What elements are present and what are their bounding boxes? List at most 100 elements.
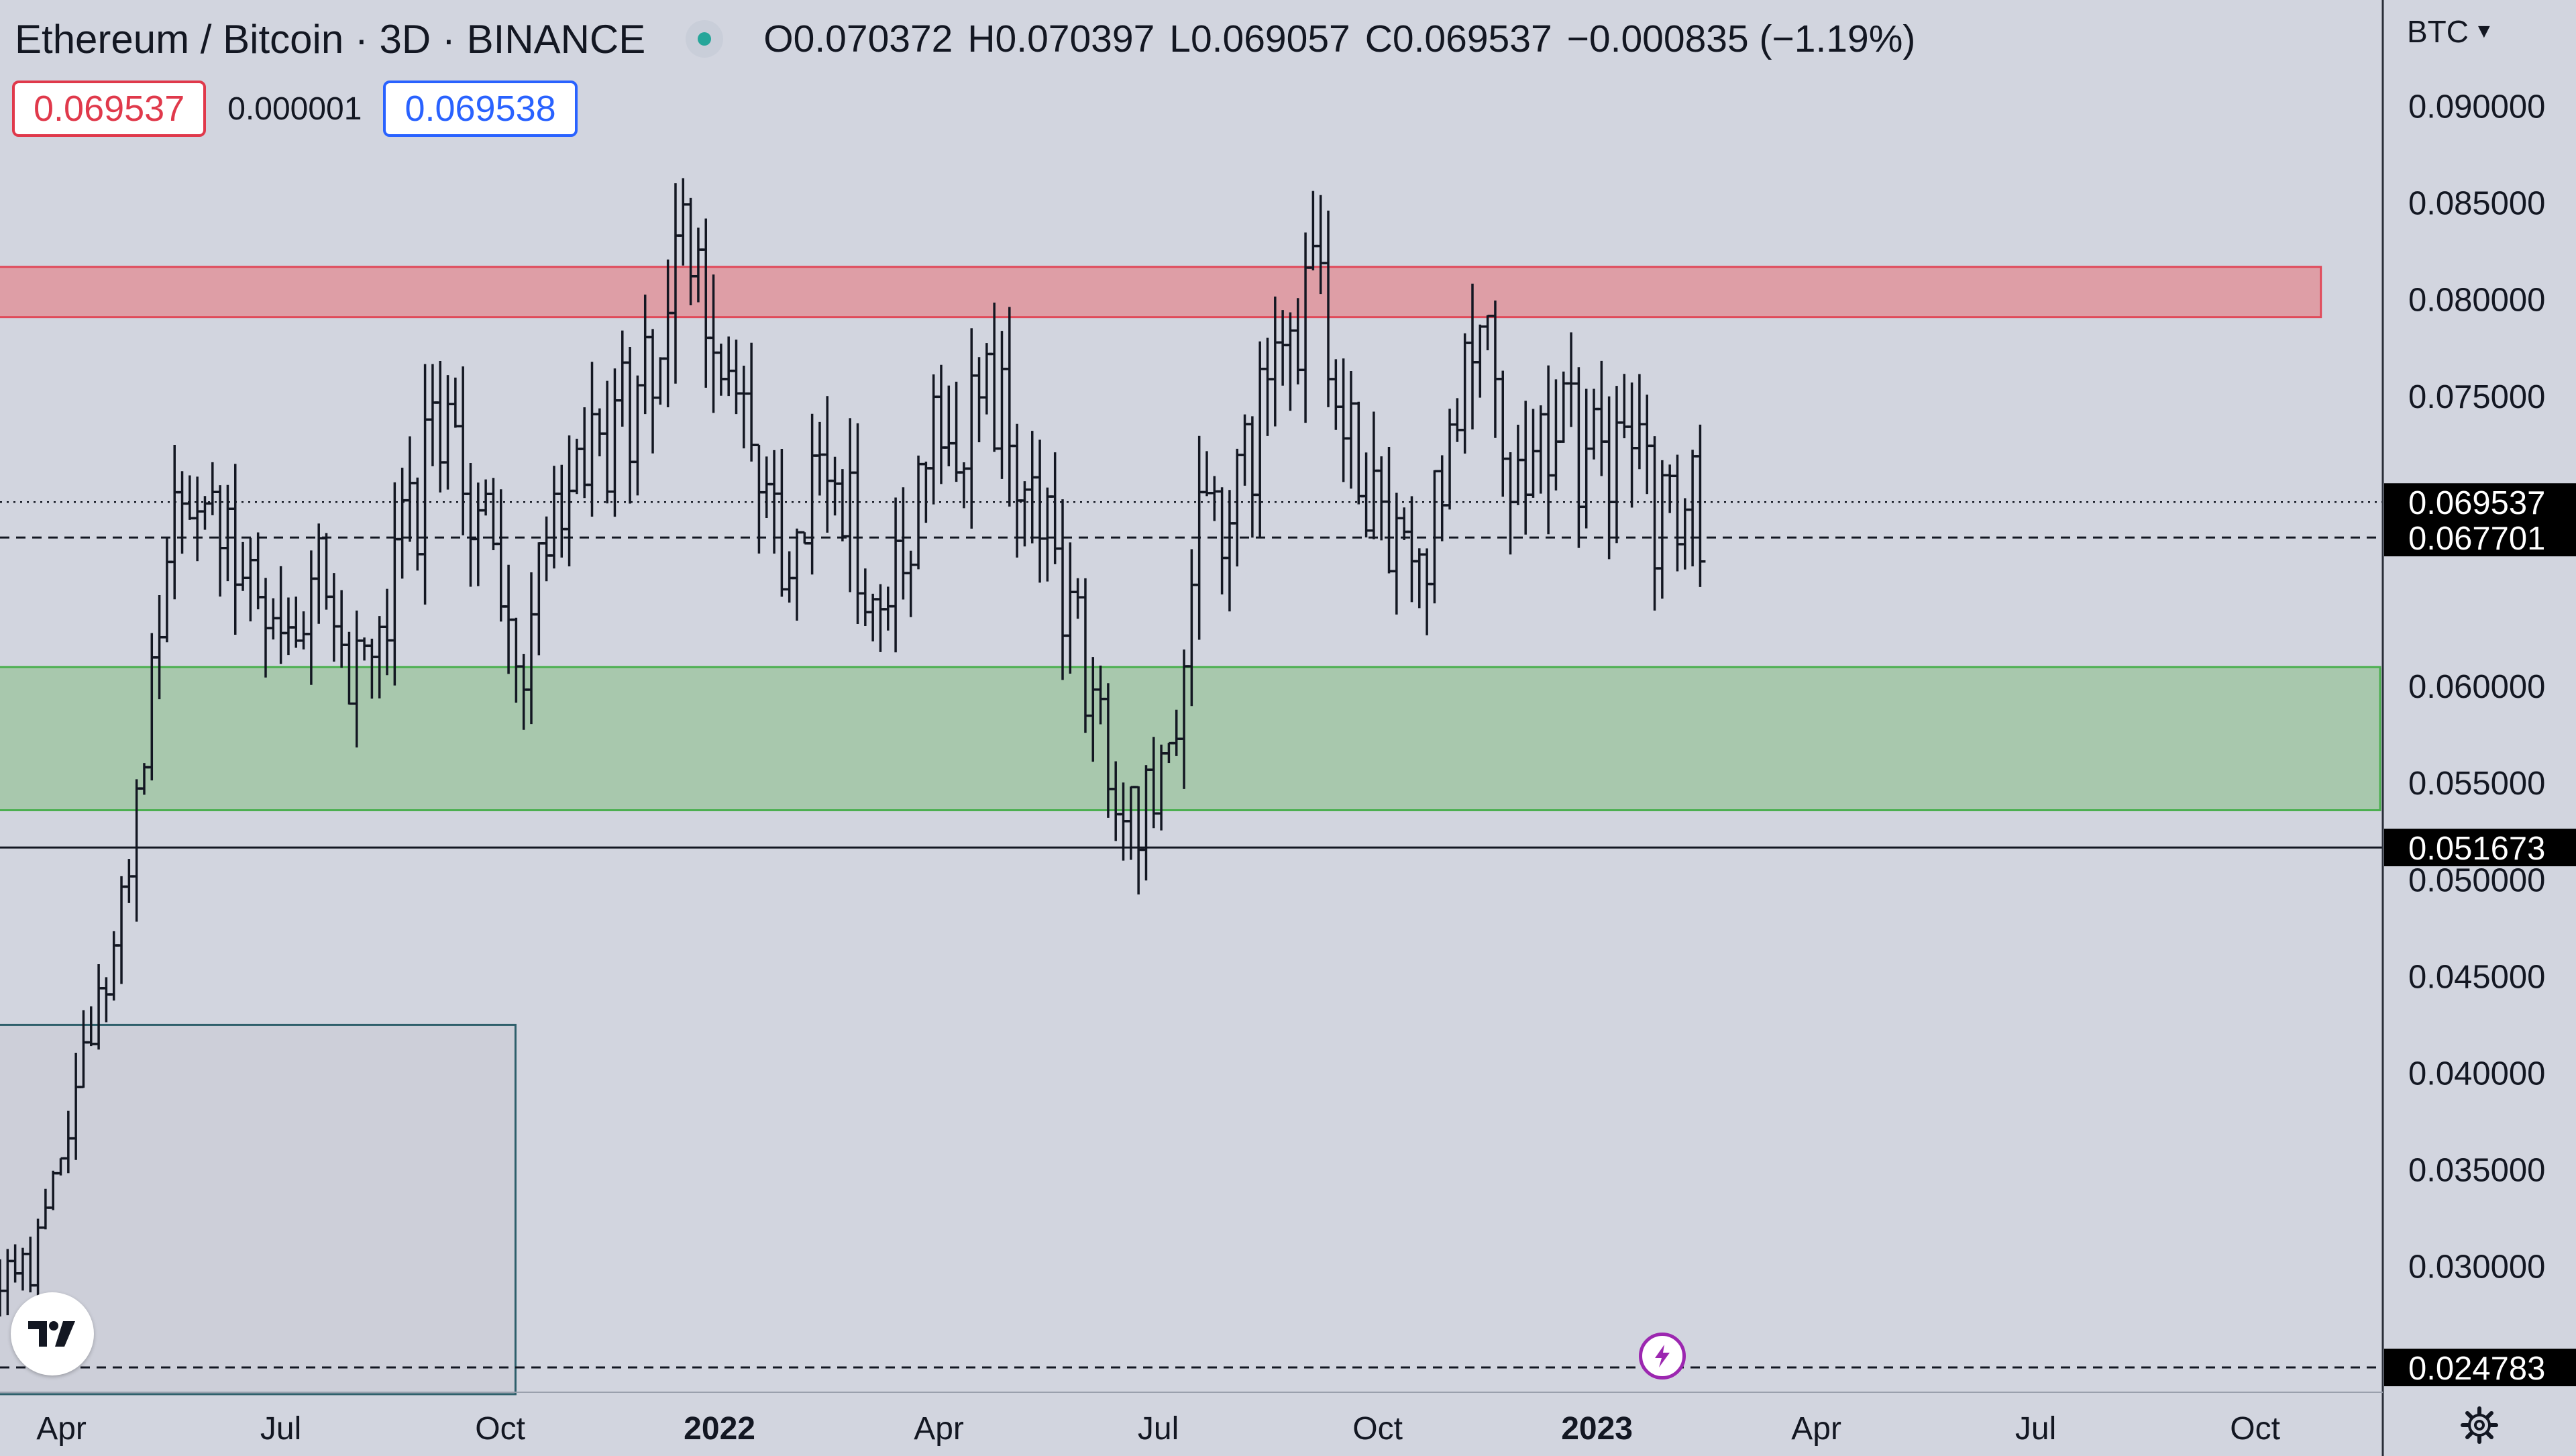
currency-label: BTC (2407, 14, 2469, 49)
ohlc-bar (161, 538, 172, 643)
ohlc-bar (1201, 451, 1212, 497)
ohlc-bar (321, 533, 332, 610)
ohlc-bar (1026, 431, 1038, 543)
ohlc-bar (1065, 542, 1076, 674)
x-tick-label: Oct (1352, 1411, 1403, 1447)
x-tick-label: Apr (1791, 1411, 1841, 1447)
currency-dropdown[interactable]: BTC ▼ (2407, 13, 2494, 50)
ohlc-bar (1695, 424, 1706, 587)
ohlc-bar (776, 449, 788, 597)
ohlc-change: −0.000835 (−1.19%) (1566, 17, 1916, 60)
ohlc-bar (837, 469, 848, 541)
ohlc-bar (890, 497, 902, 653)
ohlc-low: L0.069057 (1169, 17, 1350, 60)
ohlc-bar (609, 368, 621, 517)
ohlc-bar (1512, 425, 1523, 505)
ohlc-bar (1482, 315, 1493, 351)
ohlc-bar (199, 496, 211, 530)
ohlc-bar (169, 445, 180, 600)
ohlc-bar (1360, 452, 1372, 537)
ohlc-bar (1049, 452, 1061, 564)
ohlc-bar (1034, 439, 1046, 583)
symbol-legend: Ethereum / Bitcoin · 3D · BINANCE O0.070… (15, 12, 1930, 66)
ohlc-bar (245, 537, 256, 622)
ohlc-bar (427, 364, 438, 466)
ohlc-bar (435, 360, 446, 492)
ohlc-bar (723, 336, 735, 397)
ohlc-bar (1391, 492, 1402, 615)
ohlc-bar (1505, 452, 1516, 555)
ohlc-bar (472, 482, 484, 586)
ohlc-bar (647, 329, 659, 454)
ohlc-bar (905, 550, 916, 617)
x-tick-label: Jul (1138, 1411, 1179, 1447)
ohlc-bar (116, 876, 127, 984)
ohlc-bar (829, 456, 841, 516)
tradingview-logo-icon[interactable] (11, 1292, 94, 1375)
y-tick-label: 0.055000 (2408, 766, 2545, 802)
y-tick-label: 0.035000 (2408, 1153, 2545, 1189)
ohlc-bar (1436, 455, 1448, 541)
ohlc-bar (594, 408, 605, 457)
ohlc-bar (533, 542, 545, 656)
price-tag-label: 0.024783 (2408, 1351, 2545, 1387)
levels-layer (0, 501, 2383, 1369)
ohlc-bar (207, 462, 218, 515)
ohlc-bar (1421, 548, 1433, 635)
trade-row: 0.069537 0.000001 0.069538 (12, 79, 578, 139)
y-tick-label: 0.080000 (2408, 282, 2545, 319)
ohlc-bar (989, 302, 1000, 452)
buy-button[interactable]: 0.069538 (383, 81, 578, 137)
ohlc-bar (859, 568, 871, 627)
ohlc-bar (806, 413, 818, 575)
ohlc-bar (1232, 448, 1243, 567)
ohlc-bar (184, 475, 195, 520)
ohlc-bar (1459, 333, 1470, 454)
ohlc-close: C0.069537 (1364, 17, 1552, 60)
ohlc-bar (541, 516, 552, 582)
ohlc-bar (1566, 332, 1577, 427)
ohlc-bar (1520, 401, 1532, 535)
zones-layer (0, 266, 2381, 1396)
ohlc-bar (275, 566, 286, 664)
ohlc-bar (951, 381, 962, 482)
zone-support[interactable] (0, 666, 2381, 812)
sell-button[interactable]: 0.069537 (12, 81, 207, 137)
y-tick-label: 0.075000 (2408, 379, 2545, 415)
ohlc-bar (1368, 411, 1379, 539)
gear-icon[interactable] (2459, 1405, 2500, 1445)
ohlc-bar (1543, 365, 1554, 535)
ohlc-bar (1216, 487, 1228, 594)
ohlc-bar (1642, 395, 1653, 495)
zone-resistance[interactable] (0, 266, 2322, 319)
ohlc-bar (298, 611, 309, 649)
x-tick-label: Apr (36, 1411, 87, 1447)
ohlc-bar (1406, 496, 1417, 603)
ohlc-bar (328, 573, 339, 662)
ohlc-bar (1672, 454, 1683, 572)
ohlc-bar (1353, 401, 1364, 505)
x-tick-label: Oct (475, 1411, 525, 1447)
ohlc-bar (1307, 191, 1319, 270)
ohlc-bar (761, 456, 772, 519)
ohlc-bar (920, 461, 932, 523)
price-tag-level-mid (2384, 519, 2576, 557)
ohlc-bar (1376, 456, 1387, 541)
ohlc-bar (1277, 310, 1289, 386)
ohlc-bar (822, 396, 833, 533)
ohlc-bar (1656, 460, 1668, 599)
ohlc-bar (1633, 374, 1645, 470)
ohlc-bar (1664, 464, 1676, 513)
lightning-bolt-icon[interactable] (1639, 1333, 1686, 1380)
ohlc-bar (814, 421, 825, 496)
ohlc-bar (1004, 307, 1015, 507)
ohlc-bar (1209, 476, 1220, 521)
price-tag-label: 0.067701 (2408, 521, 2545, 557)
symbol-title[interactable]: Ethereum / Bitcoin · 3D · BINANCE (15, 16, 646, 62)
ohlc-bar (867, 593, 879, 641)
price-tag-level-low (2384, 1349, 2576, 1387)
ohlc-bar (389, 482, 400, 686)
ohlc-bar (1330, 359, 1342, 430)
